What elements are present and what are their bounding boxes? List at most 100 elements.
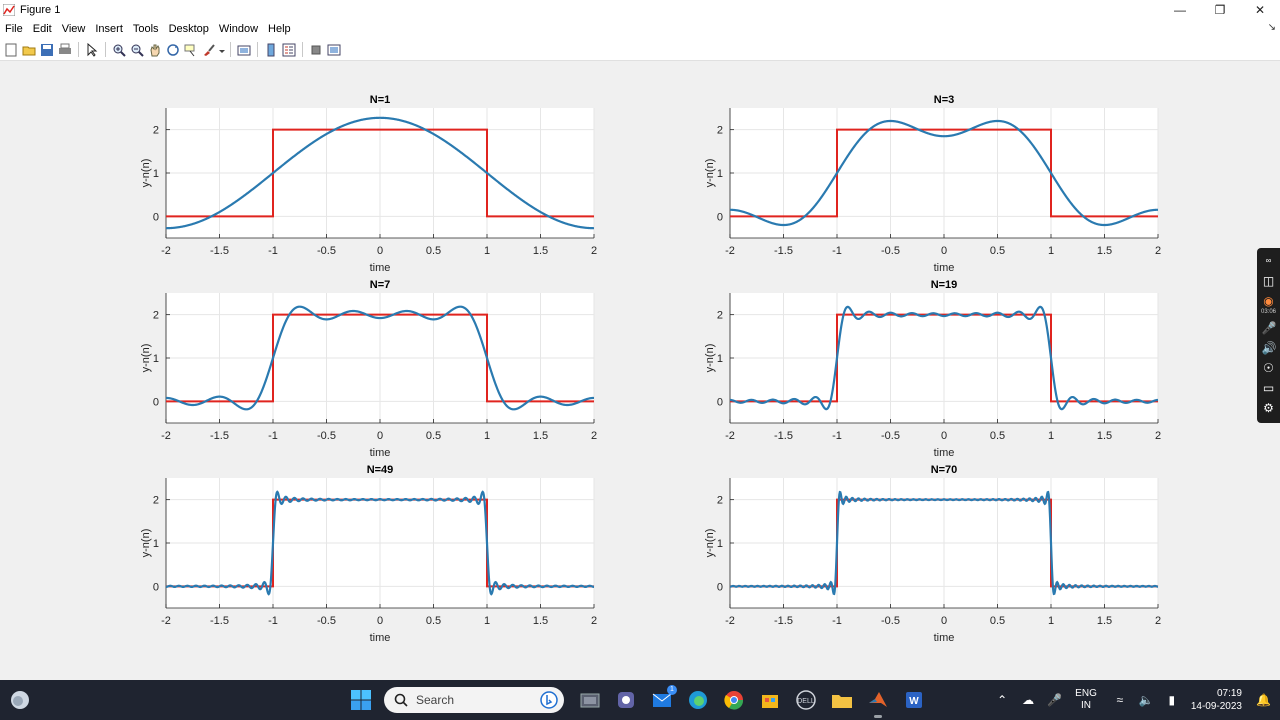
record-icon[interactable]: ◉ [1263, 294, 1274, 308]
settings-gear-icon[interactable]: ⚙ [1263, 401, 1274, 415]
x-tick-label: -2 [161, 430, 171, 442]
x-tick-label: -1.5 [210, 615, 229, 627]
y-tick-label: 1 [717, 168, 723, 180]
subplot-5: -2 -1.5 -1 -0.5 0 0.5 1 1.5 2 0 1 2 N=49 time y-n(n) [140, 464, 597, 644]
language-indicator[interactable]: ENG IN [1075, 688, 1097, 712]
close-icon[interactable]: ✕ [1254, 2, 1266, 17]
brush-dropdown-icon[interactable] [219, 42, 225, 58]
toolbar-separator [257, 42, 258, 57]
speaker-icon[interactable]: 🔊 [1261, 341, 1277, 355]
y-tick-label: 1 [717, 538, 723, 550]
select-arrow-icon[interactable] [84, 42, 100, 58]
colorbar-icon[interactable] [263, 42, 279, 58]
square-wave-line [166, 313, 594, 403]
file-explorer-icon[interactable] [578, 688, 602, 712]
dock-figure-icon[interactable]: ↘ [1267, 22, 1276, 33]
legend-icon[interactable] [281, 42, 297, 58]
y-tick-label: 0 [717, 581, 723, 593]
x-tick-label: -2 [161, 615, 171, 627]
minimize-icon[interactable]: — [1174, 2, 1186, 17]
menu-edit[interactable]: Edit [32, 23, 52, 35]
chevron-up-icon[interactable]: ⌃ [997, 693, 1008, 707]
battery-icon[interactable]: ▮ [1168, 693, 1176, 707]
webcam-icon[interactable]: ☉ [1263, 361, 1274, 375]
x-tick-label: 0.5 [990, 615, 1005, 627]
print-icon[interactable] [57, 42, 73, 58]
screen-icon[interactable]: ▭ [1262, 381, 1275, 395]
link-plot-icon[interactable] [236, 42, 252, 58]
pan-hand-icon[interactable] [147, 42, 163, 58]
x-tick-label: -1.5 [774, 430, 793, 442]
save-icon[interactable] [39, 42, 55, 58]
word-icon[interactable]: W [902, 688, 926, 712]
menu-window[interactable]: Window [218, 23, 259, 35]
menu-desktop[interactable]: Desktop [168, 23, 209, 35]
show-plot-tools-icon[interactable] [326, 42, 342, 58]
clock[interactable]: 07:19 14-09-2023 [1191, 687, 1242, 713]
x-tick-label: -2 [161, 245, 171, 257]
chrome-icon[interactable] [722, 688, 746, 712]
microphone-icon[interactable]: 🎤 [1047, 693, 1063, 707]
data-cursor-icon[interactable] [183, 42, 199, 58]
x-axis-label: time [370, 632, 391, 644]
notification-bell-icon[interactable]: 🔔 [1256, 693, 1271, 707]
subplot-title: N=19 [931, 279, 958, 291]
teams-icon[interactable] [614, 688, 638, 712]
y-tick-label: 2 [717, 125, 723, 137]
maximize-icon[interactable]: ❐ [1214, 2, 1226, 17]
store-icon[interactable] [758, 688, 782, 712]
bing-icon[interactable] [540, 691, 558, 709]
menu-insert[interactable]: Insert [95, 23, 123, 35]
edge-icon[interactable] [686, 688, 710, 712]
x-tick-label: -1.5 [210, 245, 229, 257]
title-bar: Figure 1 — ❐ ✕ [0, 0, 1280, 19]
figure-canvas: -2 -1.5 -1 -0.5 0 0.5 1 1.5 2 0 1 2 N=1 time y-n(n) -2-… [0, 61, 1280, 679]
brush-icon[interactable] [201, 42, 217, 58]
matlab-icon[interactable] [866, 688, 890, 718]
weather-icon[interactable] [9, 689, 31, 711]
subplot-3: -2 -1.5 -1 -0.5 0 0.5 1 1.5 2 0 1 2 N=7 time y-n(n) [140, 279, 597, 459]
x-tick-label: -1 [268, 430, 278, 442]
subplot-6: -2 -1.5 -1 -0.5 0 0.5 1 1.5 2 0 1 2 N=70 time y-n(n) [704, 464, 1161, 644]
windows-start-icon[interactable] [350, 689, 372, 711]
menu-tools[interactable]: Tools [132, 23, 159, 35]
y-tick-label: 0 [153, 211, 159, 223]
y-tick-label: 0 [717, 211, 723, 223]
x-tick-label: 1.5 [1097, 245, 1112, 257]
zoom-in-icon[interactable] [111, 42, 127, 58]
menu-view[interactable]: View [61, 23, 86, 35]
record-timer: 03:06 [1260, 309, 1276, 315]
x-tick-label: 0.5 [426, 430, 441, 442]
volume-icon[interactable]: 🔈 [1138, 693, 1154, 707]
link-icon[interactable]: ∞ [1265, 256, 1272, 265]
hide-plot-tools-icon[interactable] [308, 42, 324, 58]
subplot-title: N=7 [370, 279, 391, 291]
x-tick-label: 1 [1048, 615, 1054, 627]
onedrive-cloud-icon[interactable]: ☁ [1022, 693, 1035, 707]
y-tick-label: 2 [153, 125, 159, 137]
x-tick-label: 2 [1155, 430, 1161, 442]
open-file-icon[interactable] [21, 42, 37, 58]
fourier-series-line [166, 305, 594, 411]
wifi-icon[interactable]: ≈ [1116, 693, 1124, 707]
region-code: IN [1081, 700, 1091, 711]
clock-time: 07:19 [1216, 688, 1242, 699]
mail-icon[interactable]: 1 [650, 685, 677, 712]
taskbar-search-input[interactable]: Search [384, 687, 564, 713]
x-tick-label: 0 [377, 245, 383, 257]
menu-file[interactable]: File [5, 23, 23, 35]
x-tick-label: 2 [591, 430, 597, 442]
dell-icon[interactable]: DELL [794, 688, 818, 712]
x-tick-label: 1.5 [1097, 615, 1112, 627]
toolbar-separator [302, 42, 303, 57]
x-tick-label: 1.5 [533, 245, 548, 257]
zoom-out-icon[interactable] [129, 42, 145, 58]
microphone-icon[interactable]: 🎤 [1261, 321, 1277, 335]
rotate-3d-icon[interactable] [165, 42, 181, 58]
x-tick-label: 0.5 [426, 245, 441, 257]
folder-icon[interactable] [830, 688, 854, 712]
new-figure-icon[interactable] [3, 42, 19, 58]
subplot-1: -2 -1.5 -1 -0.5 0 0.5 1 1.5 2 0 1 2 N=1 time y-n(n) [140, 94, 597, 274]
camera-icon[interactable]: ◫ [1262, 274, 1275, 288]
menu-help[interactable]: Help [268, 23, 291, 35]
